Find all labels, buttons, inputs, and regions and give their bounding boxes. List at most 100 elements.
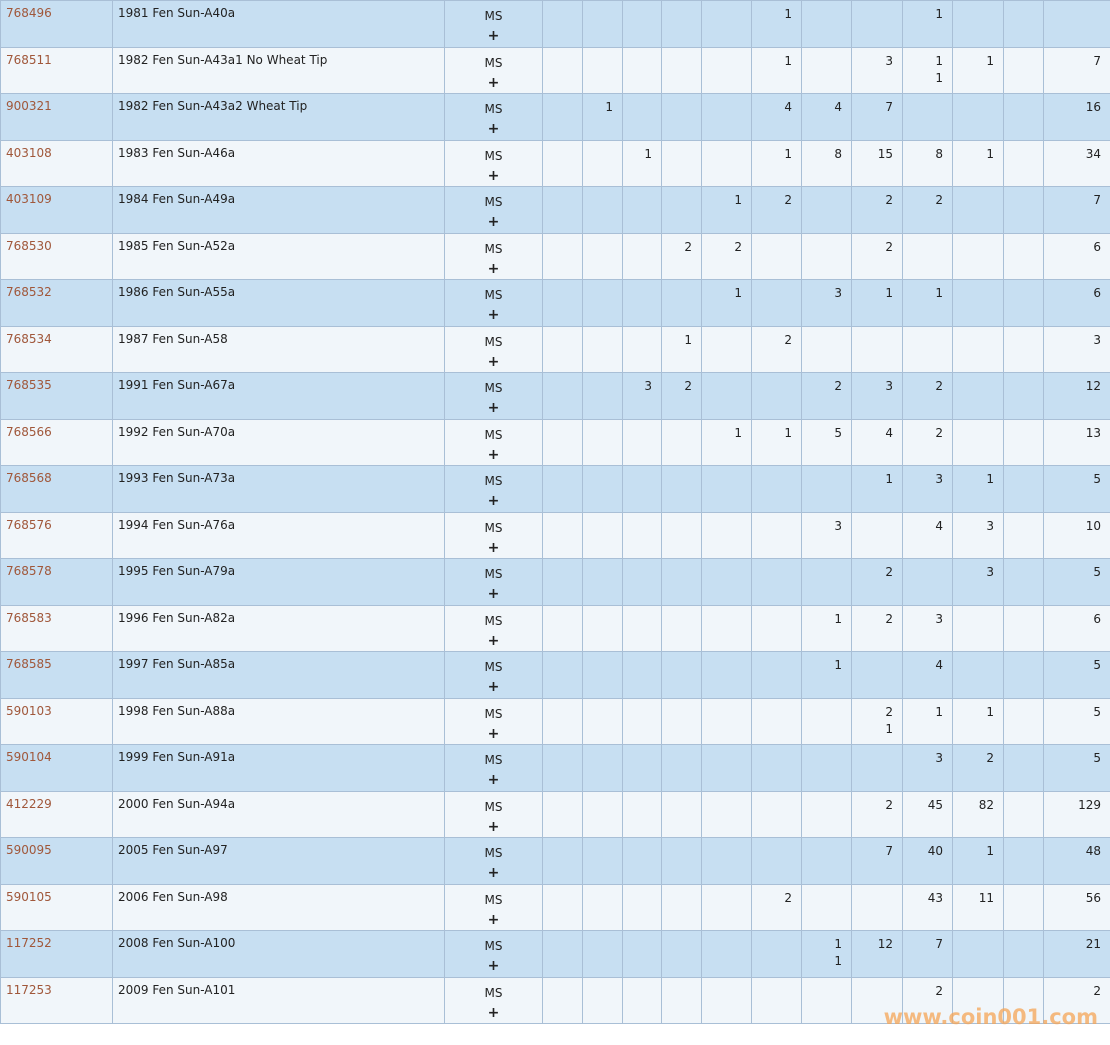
grade-count-cell bbox=[622, 744, 662, 792]
coin-id-link[interactable]: 768511 bbox=[6, 52, 52, 67]
coin-id-link[interactable]: 768534 bbox=[6, 331, 52, 346]
coin-id-link[interactable]: 590095 bbox=[6, 843, 52, 857]
coin-id-link[interactable]: 768530 bbox=[6, 238, 52, 253]
grade-count-cell bbox=[661, 790, 702, 838]
table-row: 900321 1982 Fen Sun-A43a2 Wheat Tip MS +1 4 4… bbox=[0, 93, 1110, 141]
coin-id-link[interactable]: 768566 bbox=[6, 424, 52, 439]
description-cell: 2008 Fen Sun-A100 bbox=[112, 930, 445, 978]
coin-id-link[interactable]: 403108 bbox=[6, 145, 52, 160]
grade-count-cell bbox=[952, 232, 1004, 280]
grade-count-cell bbox=[582, 790, 623, 838]
plus-icon[interactable]: + bbox=[487, 260, 500, 277]
grade-count-cell bbox=[1003, 46, 1044, 94]
id-cell: 412229 bbox=[0, 790, 113, 838]
grade-count-cell bbox=[952, 186, 1004, 234]
table-row: 117253 2009 Fen Sun-A101 MS +2 2 bbox=[0, 976, 1110, 1024]
grade-count-cell bbox=[1003, 883, 1044, 931]
plus-icon[interactable]: + bbox=[487, 121, 500, 137]
id-cell: 590104 bbox=[0, 744, 113, 792]
grade-cell: MS + bbox=[444, 46, 543, 94]
plus-icon[interactable]: + bbox=[487, 865, 500, 881]
coin-id-link[interactable]: 768585 bbox=[6, 657, 52, 671]
description-cell: 1984 Fen Sun-A49a bbox=[112, 186, 445, 234]
coin-id-link[interactable]: 768532 bbox=[6, 285, 52, 299]
id-cell: 117253 bbox=[0, 976, 113, 1024]
grade-count-cell: 2 bbox=[902, 372, 953, 420]
plus-icon[interactable]: + bbox=[487, 446, 500, 463]
grade-count-cell bbox=[582, 0, 623, 48]
grade-label: MS bbox=[484, 799, 503, 814]
plus-icon[interactable]: + bbox=[487, 958, 500, 974]
coin-id-link[interactable]: 768583 bbox=[6, 610, 52, 625]
plus-icon[interactable]: + bbox=[487, 28, 500, 44]
plus-icon[interactable]: + bbox=[487, 214, 500, 230]
coin-id-link[interactable]: 590105 bbox=[6, 889, 52, 904]
coin-id-link[interactable]: 117253 bbox=[6, 982, 52, 997]
id-cell: 590105 bbox=[0, 883, 113, 931]
plus-icon[interactable]: + bbox=[487, 307, 500, 323]
grade-count-cell: 7 bbox=[851, 93, 903, 141]
grade-count-cell: 2 bbox=[751, 325, 802, 373]
grade-cell: MS + bbox=[444, 372, 543, 420]
plus-icon[interactable]: + bbox=[487, 539, 500, 556]
coin-id-link[interactable]: 117252 bbox=[6, 936, 52, 950]
plus-icon[interactable]: + bbox=[487, 74, 500, 91]
coin-id-link[interactable]: 768535 bbox=[6, 378, 52, 392]
id-cell: 768530 bbox=[0, 232, 113, 280]
grade-count-cell bbox=[622, 232, 662, 280]
coin-id-link[interactable]: 403109 bbox=[6, 192, 52, 206]
grade-count-cell bbox=[542, 186, 583, 234]
plus-icon[interactable]: + bbox=[487, 679, 500, 695]
grade-count-cell bbox=[582, 930, 623, 978]
grade-count-cell bbox=[622, 558, 662, 606]
grade-count-cell bbox=[582, 46, 623, 94]
grade-count-cell bbox=[582, 604, 623, 652]
grade-count-cell bbox=[1003, 697, 1044, 745]
coin-id-link[interactable]: 768578 bbox=[6, 564, 52, 578]
grade-count-cell bbox=[801, 465, 852, 513]
plus-icon[interactable]: + bbox=[487, 772, 500, 788]
table-row: 412229 2000 Fen Sun-A94a MS +2 45 82 129 bbox=[0, 790, 1110, 838]
description-cell: 1993 Fen Sun-A73a bbox=[112, 465, 445, 513]
table-row: 768532 1986 Fen Sun-A55a MS +1 3 1 1 6 bbox=[0, 279, 1110, 327]
grade-count-cell bbox=[622, 604, 662, 652]
plus-icon[interactable]: + bbox=[487, 493, 500, 509]
plus-icon[interactable]: + bbox=[487, 818, 500, 835]
grade-cell: MS + bbox=[444, 697, 543, 745]
grade-count-cell bbox=[622, 976, 662, 1024]
grade-count-cell bbox=[1003, 93, 1044, 141]
grade-count-cell bbox=[952, 0, 1004, 48]
grade-label: MS bbox=[484, 474, 503, 488]
plus-icon[interactable]: + bbox=[487, 167, 500, 184]
plus-icon[interactable]: + bbox=[487, 632, 500, 649]
coin-id-link[interactable]: 768496 bbox=[6, 6, 52, 20]
plus-icon[interactable]: + bbox=[487, 400, 500, 416]
description-cell: 1987 Fen Sun-A58 bbox=[112, 325, 445, 373]
grade-count-cell: 2 bbox=[851, 604, 903, 652]
coin-id-link[interactable]: 900321 bbox=[6, 99, 52, 113]
id-cell: 768532 bbox=[0, 279, 113, 327]
grade-label: MS bbox=[484, 241, 503, 256]
grade-cell: MS + bbox=[444, 883, 543, 931]
plus-icon[interactable]: + bbox=[487, 586, 500, 602]
coin-id-link[interactable]: 412229 bbox=[6, 796, 52, 811]
grade-count-cell bbox=[542, 651, 583, 699]
coin-id-link[interactable]: 590103 bbox=[6, 703, 52, 718]
coin-id-link[interactable]: 590104 bbox=[6, 750, 52, 764]
plus-icon[interactable]: + bbox=[487, 353, 500, 370]
plus-icon[interactable]: + bbox=[487, 725, 500, 742]
grade-count-cell bbox=[952, 976, 1004, 1024]
description-cell: 1991 Fen Sun-A67a bbox=[112, 372, 445, 420]
grade-count-cell bbox=[952, 418, 1004, 466]
grade-count-cell bbox=[1003, 418, 1044, 466]
grade-cell: MS + bbox=[444, 139, 543, 187]
grade-count-cell bbox=[751, 976, 802, 1024]
table-row: 768535 1991 Fen Sun-A67a MS +3 2 2 3 2 12 bbox=[0, 372, 1110, 420]
description-cell: 2005 Fen Sun-A97 bbox=[112, 837, 445, 885]
grade-count-cell bbox=[661, 0, 702, 48]
coin-id-link[interactable]: 768568 bbox=[6, 471, 52, 485]
plus-icon[interactable]: + bbox=[487, 1004, 500, 1021]
coin-id-link[interactable]: 768576 bbox=[6, 517, 52, 532]
plus-icon[interactable]: + bbox=[487, 911, 500, 928]
grade-count-cell: 3 bbox=[902, 744, 953, 792]
